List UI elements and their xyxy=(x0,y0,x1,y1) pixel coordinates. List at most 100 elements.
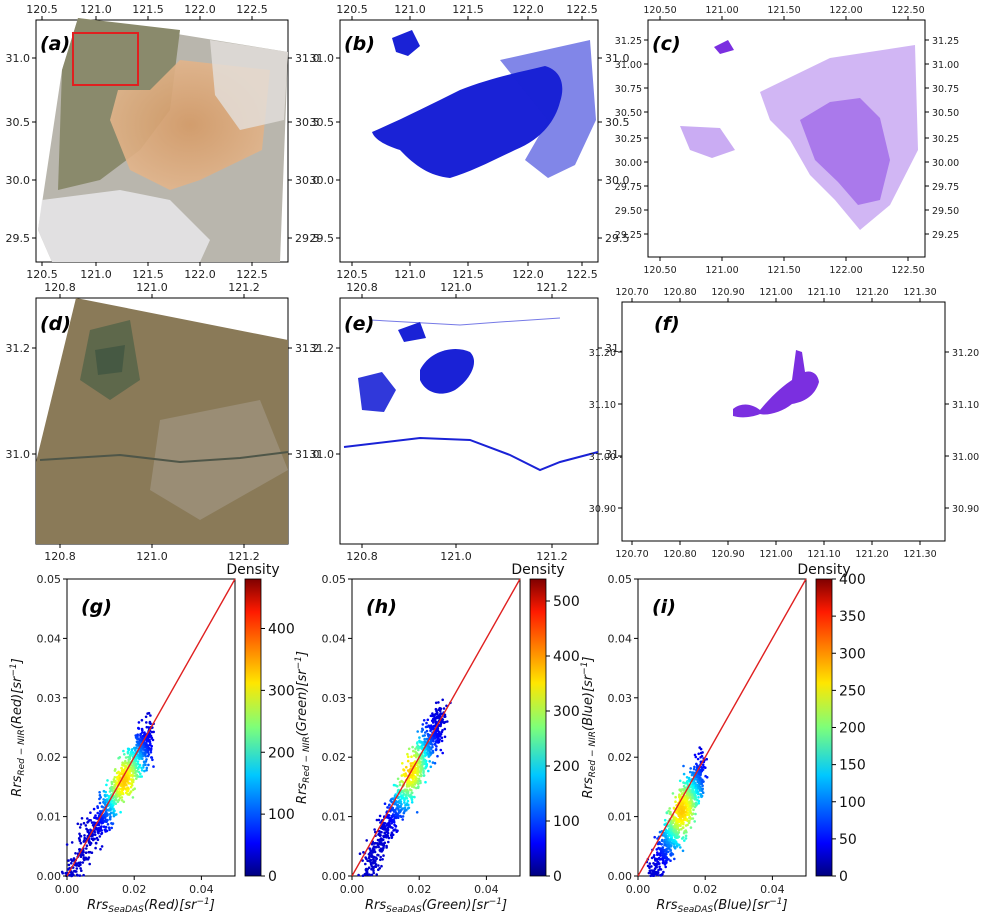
scatter-point xyxy=(665,811,669,814)
y-axis-label-rest: (Red)[sr xyxy=(10,675,25,729)
y-ticks-right-f: 31.20 31.10 31.00 30.90 xyxy=(945,348,979,515)
scatter-point xyxy=(390,836,394,839)
scatter-point xyxy=(682,803,685,806)
scatter-point xyxy=(68,874,71,877)
scatter-point xyxy=(88,862,91,866)
y-tick-label: 31.0 xyxy=(295,448,320,461)
scatter-point xyxy=(121,792,125,796)
scatter-point xyxy=(410,791,414,795)
y-tick-label: 29.50 xyxy=(932,206,959,217)
scatter-point xyxy=(378,838,381,842)
scatter-point xyxy=(90,821,94,824)
y-tick-label: 29.75 xyxy=(932,182,959,193)
scatter-point xyxy=(676,825,679,829)
scatter-point xyxy=(140,766,143,770)
scatter-point xyxy=(370,863,373,866)
scatter-point xyxy=(693,820,696,823)
scatter-point xyxy=(91,823,95,827)
scatter-point xyxy=(373,828,376,831)
scatter-point xyxy=(698,772,701,775)
colorbar-tick-label: 200 xyxy=(268,745,295,761)
scatter-point xyxy=(383,802,387,805)
scatter-point xyxy=(382,842,385,846)
scatter-point xyxy=(69,858,73,861)
x-axis-label-exp: −1 xyxy=(769,897,782,907)
scatter-point xyxy=(88,819,91,822)
scatter-point xyxy=(682,784,686,788)
scatter-point xyxy=(137,727,141,730)
scatter-point xyxy=(377,864,380,867)
scatter-point xyxy=(407,806,411,810)
y-tick-label: 31.00 xyxy=(589,452,616,463)
y-tick-label: 0.04 xyxy=(608,632,633,645)
scatter-point xyxy=(426,747,430,751)
scatter-point xyxy=(373,845,376,849)
scatter-point xyxy=(100,822,103,825)
scatter-point xyxy=(66,868,70,871)
water-west-c xyxy=(680,126,735,158)
x-tick-label: 121.2 xyxy=(536,281,568,294)
scatter-point xyxy=(439,712,442,715)
y-axis-label-exp: −1 xyxy=(9,663,19,676)
x-tick-label: 0.00 xyxy=(626,883,651,896)
scatter-point xyxy=(150,756,154,759)
x-axis-label-rest: (Red)[sr xyxy=(144,898,198,913)
x-tick-label: 121.00 xyxy=(705,5,738,16)
y-tick-label: 0.04 xyxy=(322,632,347,645)
scatter-point xyxy=(662,853,666,856)
y-axis-label: RrsRed − NIR(Red)[sr−1] xyxy=(9,658,27,797)
scatter-point xyxy=(701,784,704,787)
scatter-point xyxy=(416,746,419,749)
y-tick-label: 31.10 xyxy=(589,400,616,411)
scatter-point xyxy=(697,796,700,799)
scatter-point xyxy=(415,742,419,745)
map-panel-f: (f) 120.70 120.80 120.90 121.00 121.10 121.20… xyxy=(589,287,979,560)
scatter-point xyxy=(426,718,430,722)
scatter-point xyxy=(387,814,391,817)
scatter-point xyxy=(83,858,86,862)
scatter-point xyxy=(671,853,675,856)
x-tick-label: 120.90 xyxy=(711,549,744,560)
x-axis-label-close: ] xyxy=(501,898,507,913)
y-axis-label: RrsRed − NIR(Blue)[sr−1] xyxy=(580,656,598,798)
scatter-point xyxy=(431,745,434,749)
x-tick-label: 0.00 xyxy=(340,883,365,896)
colorbar-tick-label: 150 xyxy=(839,758,866,774)
scatter-point xyxy=(127,747,131,751)
scatter-point xyxy=(380,864,383,868)
clouds-east-a xyxy=(210,40,288,130)
y-axis-label-close: ] xyxy=(295,651,310,657)
scatter-point xyxy=(413,779,417,782)
scatter-point xyxy=(385,844,388,848)
scatter-point xyxy=(96,811,99,815)
scatter-point xyxy=(656,873,659,877)
scatter-point xyxy=(78,826,82,829)
scatter-point xyxy=(399,814,402,818)
scatter-point xyxy=(139,752,142,755)
scatter-point xyxy=(692,808,695,812)
x-tick-label: 120.50 xyxy=(643,265,676,276)
scatter-point xyxy=(89,811,92,814)
scatter-point xyxy=(400,774,404,777)
scatter-point xyxy=(139,735,142,739)
scatter-point xyxy=(357,873,360,877)
scatter-point xyxy=(411,783,415,787)
map-panel-c: (c) 120.50 121.00 121.50 122.00 122.50 120.5… xyxy=(615,5,959,276)
scatter-point xyxy=(110,826,113,830)
scatter-point xyxy=(689,798,693,802)
scatter-point xyxy=(97,822,100,826)
scatter-point xyxy=(128,768,132,772)
y-tick-label: 30.5 xyxy=(6,116,31,129)
scatter-point xyxy=(664,861,667,865)
scatter-point xyxy=(413,795,416,799)
x-tick-label: 120.8 xyxy=(44,550,76,563)
scatter-point xyxy=(121,761,124,764)
scatter-point xyxy=(119,793,122,797)
scatter-point xyxy=(358,852,362,855)
scatter-point xyxy=(650,873,654,876)
panel-label-f: (f) xyxy=(654,313,680,335)
scatter-point xyxy=(443,735,447,739)
scatter-point xyxy=(693,765,696,769)
scatter-point xyxy=(396,800,400,804)
y-tick-label: 30.50 xyxy=(932,108,959,119)
